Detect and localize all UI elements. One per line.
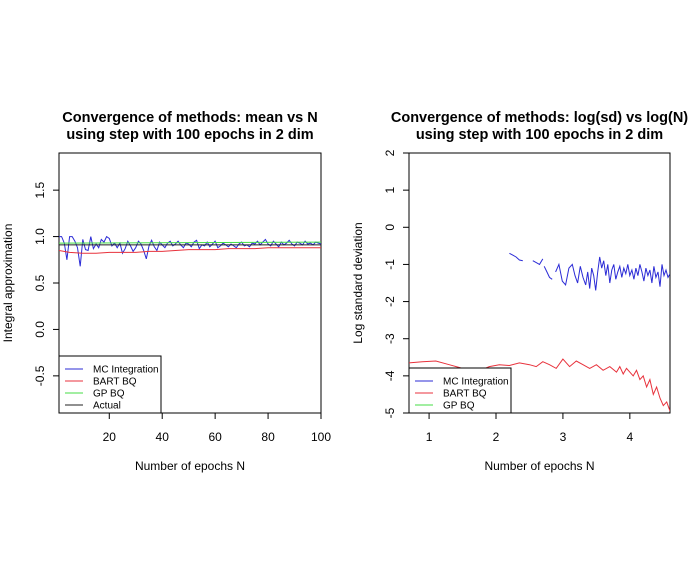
y-tick-label: -5 bbox=[383, 407, 397, 418]
y-tick-label: -3 bbox=[383, 333, 397, 344]
series-line-mc-integration bbox=[543, 266, 553, 280]
legend-entry: GP BQ bbox=[443, 401, 475, 412]
chart-title: Convergence of methods: mean vs N bbox=[62, 110, 317, 126]
legend-entry: GP BQ bbox=[93, 389, 125, 400]
y-tick-label: 0.5 bbox=[33, 274, 47, 291]
series-line-mc-integration bbox=[509, 252, 523, 262]
x-tick-label: 2 bbox=[493, 430, 500, 444]
x-tick-label: 20 bbox=[103, 430, 117, 444]
y-tick-label: -0.5 bbox=[33, 365, 47, 386]
chart-title: Convergence of methods: log(sd) vs log(N… bbox=[391, 110, 688, 126]
x-tick-label: 4 bbox=[627, 430, 634, 444]
y-tick-label: 0.0 bbox=[33, 321, 47, 338]
series-line-bart-bq bbox=[59, 247, 321, 254]
series-line-mc-integration bbox=[59, 235, 321, 267]
legend-entry: BART BQ bbox=[443, 389, 487, 400]
legend-entry: MC Integration bbox=[443, 377, 509, 388]
y-tick-label: 1 bbox=[383, 186, 397, 193]
series-line-mc-integration bbox=[555, 256, 670, 291]
y-tick-label: 1.0 bbox=[33, 228, 47, 245]
legend-entry: Actual bbox=[93, 401, 121, 412]
chart-subtitle: using step with 100 epochs in 2 dim bbox=[66, 127, 313, 143]
y-tick-label: 2 bbox=[383, 149, 397, 156]
y-axis-label: Log standard deviation bbox=[351, 222, 365, 343]
x-tick-label: 3 bbox=[560, 430, 567, 444]
y-tick-label: -2 bbox=[383, 296, 397, 307]
plot-frame bbox=[408, 152, 671, 414]
legend-box bbox=[58, 355, 162, 414]
chart-subtitle: using step with 100 epochs in 2 dim bbox=[416, 127, 663, 143]
series-line-bart-bq bbox=[409, 358, 670, 412]
series-group bbox=[59, 235, 321, 267]
x-tick-label: 1 bbox=[426, 430, 433, 444]
y-tick-label: 1.5 bbox=[33, 181, 47, 198]
y-axis-label: Integral approximation bbox=[1, 224, 15, 343]
chart-panel-2: Convergence of methods: log(sd) vs log(N… bbox=[351, 110, 688, 473]
series-group bbox=[409, 252, 670, 412]
x-tick-label: 100 bbox=[311, 430, 331, 444]
legend-entry: BART BQ bbox=[93, 377, 137, 388]
x-tick-label: 60 bbox=[208, 430, 222, 444]
legend-entry: MC Integration bbox=[93, 365, 159, 376]
y-tick-label: -1 bbox=[383, 259, 397, 270]
series-line-gp-bq bbox=[59, 241, 321, 244]
y-tick-label: -4 bbox=[383, 370, 397, 381]
series-line-mc-integration bbox=[532, 258, 544, 266]
x-axis-label: Number of epochs N bbox=[484, 459, 594, 473]
y-tick-label: 0 bbox=[383, 224, 397, 231]
x-axis-label: Number of epochs N bbox=[135, 459, 245, 473]
x-tick-label: 80 bbox=[261, 430, 275, 444]
x-tick-label: 40 bbox=[156, 430, 170, 444]
